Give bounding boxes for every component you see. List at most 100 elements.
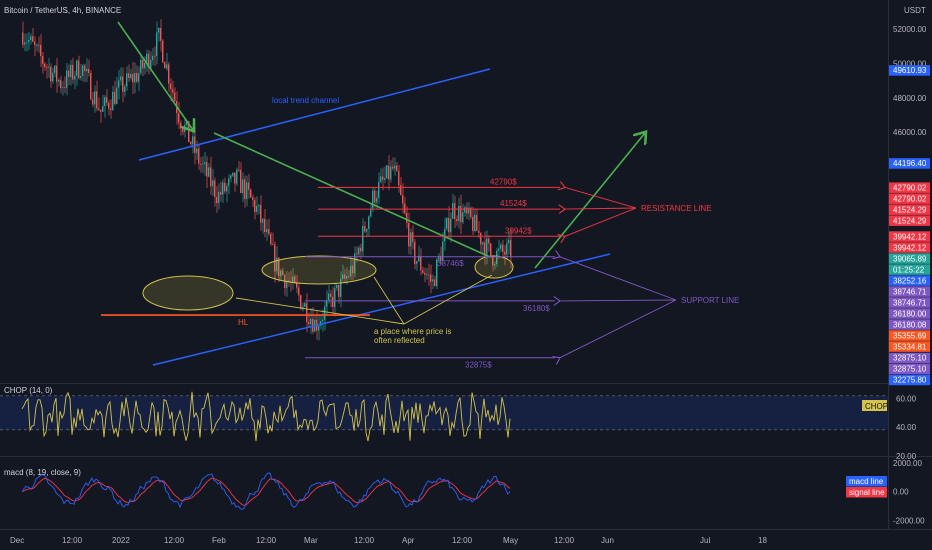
candle-body (102, 106, 104, 112)
candle-body (472, 217, 474, 231)
time-tick-label: 12:00 (354, 536, 375, 545)
candle-body (450, 218, 452, 233)
candle-body (48, 66, 50, 68)
price-pane[interactable]: 42790$ 41524$ 39942$ RESISTANCE LINE 38746$ 3… (22, 19, 739, 370)
candle-body (146, 53, 148, 63)
note-pointer (403, 274, 493, 325)
price-tag-box (889, 158, 930, 169)
candle-body (152, 55, 154, 61)
candle-body (88, 68, 90, 74)
candle-body (34, 41, 36, 46)
candle-body (508, 239, 510, 244)
candle-body (194, 136, 196, 153)
candle-body (466, 207, 468, 214)
time-tick-label: 12:00 (554, 536, 575, 545)
chop-tick-label: 20.00 (896, 452, 917, 461)
candle-body (82, 65, 84, 76)
candle-body (298, 287, 300, 296)
candle-body (78, 60, 80, 78)
candle-body (326, 300, 328, 307)
price-tag-box (889, 182, 930, 193)
reflection-zone-ellipse (474, 255, 514, 279)
up-target-arrow (534, 133, 645, 269)
candle-body (218, 191, 220, 204)
candle-body (274, 244, 276, 272)
chop-title[interactable]: CHOP (14, 0) (4, 386, 53, 395)
time-tick-label: Feb (212, 536, 226, 545)
macd-legend-label: signal line (849, 488, 885, 497)
candle-body (296, 283, 298, 288)
candle-body (340, 278, 342, 297)
candle-body (504, 251, 506, 255)
candle-body (136, 73, 138, 82)
candle-body (132, 73, 134, 83)
price-tag-box (889, 215, 930, 226)
candle-body (50, 66, 52, 82)
candle-body (470, 207, 472, 217)
candle-body (330, 293, 332, 297)
candle-body (220, 191, 222, 195)
candle-body (84, 65, 86, 72)
macd-legend-box (846, 476, 887, 487)
time-tick-label: 12:00 (452, 536, 473, 545)
candle-body (254, 200, 256, 212)
candle-body (276, 257, 278, 272)
candle-body (202, 163, 204, 165)
macd-pane[interactable] (21, 472, 511, 511)
candle-body (182, 128, 184, 132)
macd-title[interactable]: macd (8, 19, close, 9) (4, 468, 81, 477)
candle-body (488, 238, 490, 244)
candle-body (166, 64, 168, 69)
price-tick-label: 50000.00 (893, 60, 927, 69)
candle-body (204, 162, 206, 164)
reflection-zone-ellipse (142, 275, 234, 311)
resistance-level-label: 39942$ (505, 226, 532, 235)
macd-tick-label: 2000.00 (893, 459, 922, 468)
candle-body (468, 207, 470, 214)
time-axis[interactable]: Dec 12:00 2022 12:00 Feb 12:00 Mar 12:00 Apr 12:0… (10, 536, 767, 545)
candle-body (158, 27, 160, 33)
price-tag-box (889, 286, 930, 297)
candle-body (178, 113, 180, 123)
candle-body (234, 172, 236, 184)
candle-body (242, 179, 244, 193)
candle-body (98, 108, 100, 110)
candle-body (364, 226, 366, 232)
candle-body (432, 279, 434, 282)
candle-body (256, 206, 258, 212)
price-tag-box (889, 363, 930, 375)
resistance-line-label: RESISTANCE LINE (641, 204, 712, 213)
candle-body (80, 76, 82, 78)
candle-body (360, 247, 362, 252)
price-tag-box (889, 352, 930, 364)
time-tick-label: 2022 (112, 536, 130, 545)
candle-body (108, 102, 110, 109)
candle-body (266, 229, 268, 233)
candle-body (162, 40, 164, 63)
candle-body (372, 190, 374, 209)
candle-body (480, 232, 482, 245)
candle-body (420, 255, 422, 271)
candle-body (418, 255, 420, 262)
candle-body (156, 32, 158, 57)
price-axis[interactable]: 52000.00 50000.00 48000.00 46000.00 60.00 40.… (893, 25, 927, 525)
candle-body (52, 72, 54, 82)
candle-body (212, 180, 214, 187)
price-tags: 49610.93 44196.40 42790.02 42790.02 41524.29… (889, 65, 930, 386)
candle-body (46, 67, 48, 68)
candle-body (286, 280, 288, 288)
support-line-label: SUPPORT LINE (681, 296, 739, 305)
candle-body (172, 88, 174, 93)
candle-body (368, 216, 370, 229)
candle-body (442, 241, 444, 261)
candle-body (358, 247, 360, 255)
candle-body (272, 244, 274, 245)
symbol-title[interactable]: Bitcoin / TetherUS, 4h, BINANCE (4, 6, 121, 15)
time-tick-label: Dec (10, 536, 24, 545)
candle-body (262, 218, 264, 223)
chop-pane[interactable] (0, 391, 888, 442)
candle-body (336, 284, 338, 289)
candle-body (86, 68, 88, 72)
support-pointer (560, 299, 677, 358)
